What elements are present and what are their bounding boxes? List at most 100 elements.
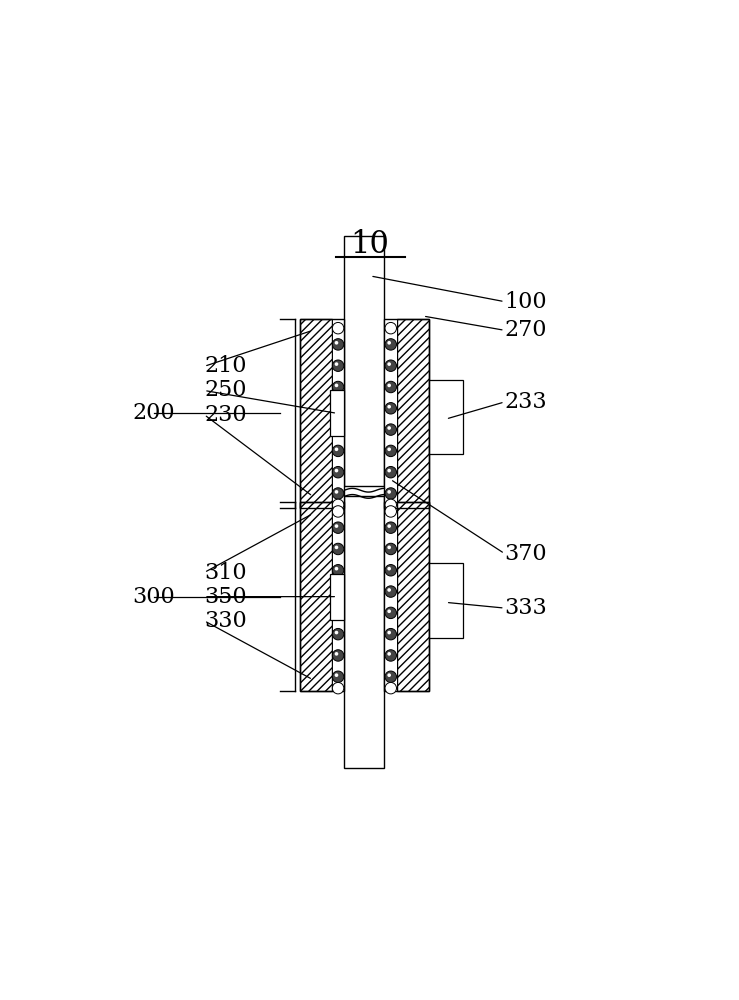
Circle shape bbox=[387, 447, 391, 451]
Circle shape bbox=[385, 543, 397, 555]
Circle shape bbox=[387, 567, 391, 571]
Circle shape bbox=[333, 381, 344, 393]
Text: 333: 333 bbox=[505, 597, 548, 619]
Bar bbox=[384, 502, 397, 691]
Circle shape bbox=[387, 362, 391, 366]
Circle shape bbox=[333, 650, 344, 661]
Circle shape bbox=[333, 543, 344, 555]
Circle shape bbox=[333, 506, 344, 517]
Circle shape bbox=[335, 588, 338, 592]
Circle shape bbox=[335, 673, 338, 677]
Circle shape bbox=[335, 546, 338, 549]
Circle shape bbox=[385, 650, 397, 661]
Circle shape bbox=[387, 673, 391, 677]
Circle shape bbox=[385, 671, 397, 682]
Circle shape bbox=[335, 447, 338, 451]
Circle shape bbox=[333, 360, 344, 371]
Bar bbox=[397, 502, 429, 691]
Circle shape bbox=[387, 631, 391, 634]
Bar bbox=[384, 502, 429, 691]
Bar bbox=[300, 502, 332, 691]
Circle shape bbox=[385, 381, 397, 393]
Circle shape bbox=[385, 499, 397, 511]
Circle shape bbox=[385, 488, 397, 499]
Circle shape bbox=[385, 586, 397, 597]
Circle shape bbox=[335, 567, 338, 571]
Text: 200: 200 bbox=[132, 402, 175, 424]
Circle shape bbox=[335, 609, 338, 613]
Text: 310: 310 bbox=[204, 562, 247, 584]
Circle shape bbox=[333, 403, 344, 414]
Bar bbox=[332, 319, 344, 508]
Circle shape bbox=[335, 631, 338, 634]
Circle shape bbox=[387, 405, 391, 409]
Circle shape bbox=[333, 339, 344, 350]
Bar bbox=[330, 390, 344, 436]
Text: 210: 210 bbox=[204, 355, 247, 377]
Circle shape bbox=[385, 628, 397, 640]
Circle shape bbox=[333, 466, 344, 478]
Circle shape bbox=[387, 609, 391, 613]
Text: 370: 370 bbox=[505, 543, 548, 565]
Text: 300: 300 bbox=[132, 586, 175, 608]
Circle shape bbox=[335, 652, 338, 656]
Circle shape bbox=[387, 524, 391, 528]
Text: 230: 230 bbox=[204, 404, 247, 426]
Circle shape bbox=[333, 488, 344, 499]
Circle shape bbox=[333, 586, 344, 597]
Text: 233: 233 bbox=[505, 391, 548, 413]
Bar bbox=[300, 319, 344, 508]
Circle shape bbox=[333, 522, 344, 533]
Circle shape bbox=[385, 682, 397, 694]
Bar bbox=[429, 563, 463, 638]
Bar bbox=[300, 502, 344, 691]
Text: 270: 270 bbox=[505, 319, 548, 341]
Circle shape bbox=[335, 524, 338, 528]
Circle shape bbox=[385, 522, 397, 533]
Circle shape bbox=[333, 424, 344, 435]
Circle shape bbox=[385, 466, 397, 478]
Circle shape bbox=[335, 384, 338, 387]
Circle shape bbox=[385, 565, 397, 576]
Bar bbox=[332, 502, 344, 691]
Circle shape bbox=[335, 469, 338, 472]
Circle shape bbox=[385, 339, 397, 350]
Circle shape bbox=[335, 341, 338, 345]
Circle shape bbox=[333, 322, 344, 334]
Circle shape bbox=[333, 671, 344, 682]
Circle shape bbox=[385, 360, 397, 371]
Bar bbox=[429, 380, 463, 454]
Circle shape bbox=[385, 607, 397, 619]
Circle shape bbox=[333, 607, 344, 619]
Circle shape bbox=[385, 424, 397, 435]
Circle shape bbox=[333, 445, 344, 457]
Bar bbox=[330, 574, 344, 620]
Circle shape bbox=[387, 490, 391, 494]
Circle shape bbox=[387, 588, 391, 592]
Bar bbox=[344, 496, 384, 768]
Circle shape bbox=[385, 445, 397, 457]
Text: 350: 350 bbox=[204, 586, 247, 608]
Bar bbox=[300, 319, 332, 508]
Text: 250: 250 bbox=[204, 379, 247, 401]
Circle shape bbox=[387, 546, 391, 549]
Circle shape bbox=[333, 499, 344, 511]
Circle shape bbox=[333, 628, 344, 640]
Text: 100: 100 bbox=[505, 291, 548, 313]
Bar bbox=[344, 236, 384, 486]
Circle shape bbox=[387, 469, 391, 472]
Text: 10: 10 bbox=[351, 229, 389, 260]
Circle shape bbox=[387, 652, 391, 656]
Circle shape bbox=[387, 341, 391, 345]
Circle shape bbox=[385, 403, 397, 414]
Circle shape bbox=[335, 426, 338, 430]
Circle shape bbox=[385, 322, 397, 334]
Text: 330: 330 bbox=[204, 610, 247, 632]
Circle shape bbox=[333, 682, 344, 694]
Circle shape bbox=[335, 490, 338, 494]
Circle shape bbox=[335, 405, 338, 409]
Bar bbox=[384, 319, 397, 508]
Circle shape bbox=[387, 426, 391, 430]
Bar bbox=[397, 319, 429, 508]
Bar bbox=[384, 319, 429, 508]
